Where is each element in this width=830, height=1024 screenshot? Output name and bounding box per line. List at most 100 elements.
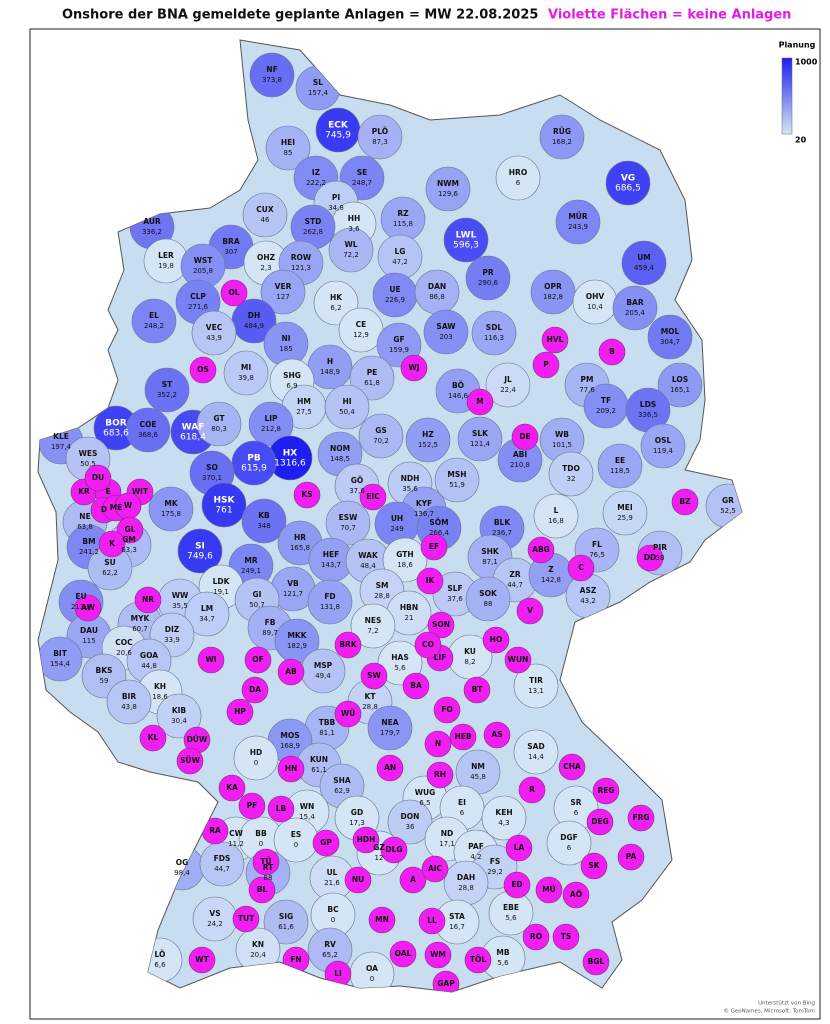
no-plant-region — [505, 834, 533, 862]
no-plant-region — [139, 724, 167, 752]
region-value: 243,9 — [568, 223, 588, 231]
region-code: MR — [244, 556, 257, 565]
no-plant-region — [424, 941, 452, 969]
no-plant-region — [562, 881, 590, 909]
no-plant-code: DE — [519, 432, 530, 441]
no-plant-code: FN — [290, 955, 301, 964]
no-plant-region — [426, 761, 454, 789]
region-value: 226,9 — [385, 296, 405, 304]
no-plant-code: WUN — [508, 655, 529, 664]
no-plant-region — [527, 536, 555, 564]
region-value: 18,6 — [397, 561, 413, 569]
region — [382, 537, 428, 583]
no-plant-region — [414, 631, 442, 659]
region-value: 28,8 — [362, 703, 378, 711]
region-value: 6,9 — [286, 382, 297, 390]
no-plant-code: DEG — [591, 817, 609, 826]
region-value: 17,3 — [349, 819, 365, 827]
no-plant-code: SÜW — [180, 756, 200, 765]
region-code: HX — [283, 449, 298, 459]
region-code: UL — [327, 868, 338, 877]
region — [233, 735, 279, 781]
region-value: 50,5 — [80, 460, 96, 468]
no-plant-code: P — [543, 360, 549, 369]
region-value: 197,4 — [51, 443, 72, 451]
region-code: PM — [581, 375, 594, 384]
region-code: FD — [324, 592, 335, 601]
region-value: 249 — [390, 525, 403, 533]
region — [177, 528, 223, 574]
region-value: 168,9 — [280, 742, 300, 750]
region-value: 65,2 — [322, 951, 338, 959]
region-code: WL — [344, 240, 357, 249]
region-value: 47,2 — [392, 258, 408, 266]
region-value: 142,8 — [541, 576, 561, 584]
legend-title: Planung — [779, 41, 816, 50]
legend-bar — [781, 57, 793, 135]
region-value: 154,4 — [50, 660, 71, 668]
region-value: 248,7 — [352, 179, 372, 187]
region-code: LER — [158, 251, 174, 260]
region-code: LWL — [456, 231, 477, 241]
no-plant-code: LI — [334, 969, 342, 978]
no-plant-region — [582, 948, 610, 976]
region-value: 27,5 — [296, 408, 312, 416]
no-plant-region — [532, 351, 560, 379]
region-code: PIR — [653, 543, 667, 552]
region-value: 761 — [215, 506, 232, 516]
region-value: 115 — [82, 637, 95, 645]
region-code: MOS — [280, 731, 299, 740]
region — [572, 279, 618, 325]
region-value: 20,4 — [250, 951, 266, 959]
region-value: 43,8 — [121, 703, 137, 711]
region — [349, 355, 395, 401]
no-plant-region — [277, 658, 305, 686]
region-code: LÖ — [155, 950, 166, 959]
region-value: 20,6 — [116, 649, 132, 657]
region-value: 5,6 — [394, 664, 406, 672]
region-code: KUN — [310, 755, 328, 764]
region-value: 5,6 — [505, 914, 517, 922]
no-plant-region — [482, 626, 510, 654]
region — [425, 166, 471, 212]
no-plant-region — [116, 516, 144, 544]
no-plant-code: TUT — [238, 914, 255, 923]
no-plant-code: DU — [92, 473, 104, 482]
region-code: AUR — [143, 217, 161, 226]
region-value: 373,8 — [262, 76, 282, 84]
region-code: KEH — [495, 808, 512, 817]
region-value: 165,8 — [290, 544, 310, 552]
no-plant-region — [188, 946, 216, 974]
no-plant-region — [466, 388, 494, 416]
region — [201, 482, 247, 528]
region-value: 50,4 — [339, 408, 355, 416]
no-plant-region — [463, 676, 491, 704]
region — [184, 591, 230, 637]
region-code: Z — [548, 565, 554, 574]
region-value: 121,7 — [283, 590, 303, 598]
no-plant-region — [376, 754, 404, 782]
no-plant-region — [418, 907, 446, 935]
region-code: GÖ — [351, 476, 364, 485]
region-code: VER — [275, 282, 292, 291]
no-plant-code: KS — [301, 490, 312, 499]
region-code: NI — [281, 334, 290, 343]
region-code: SAD — [527, 742, 544, 751]
no-plant-code: W — [124, 501, 133, 510]
region-value: 0 — [331, 916, 335, 924]
region-code: NDH — [401, 474, 420, 483]
region-code: EE — [615, 456, 625, 465]
no-plant-region — [84, 464, 112, 492]
region-value: 205,8 — [193, 267, 213, 275]
no-plant-code: ED — [511, 880, 522, 889]
region-code: GI — [253, 590, 262, 599]
region-code: H — [327, 357, 333, 366]
region-value: 6,6 — [154, 961, 166, 969]
region-value: 262,8 — [303, 228, 323, 236]
region — [199, 841, 245, 887]
region-code: EI — [458, 798, 466, 807]
region-value: 7,2 — [367, 627, 378, 635]
region — [657, 362, 703, 408]
region-code: KN — [252, 940, 264, 949]
region-value: 6 — [516, 179, 521, 187]
